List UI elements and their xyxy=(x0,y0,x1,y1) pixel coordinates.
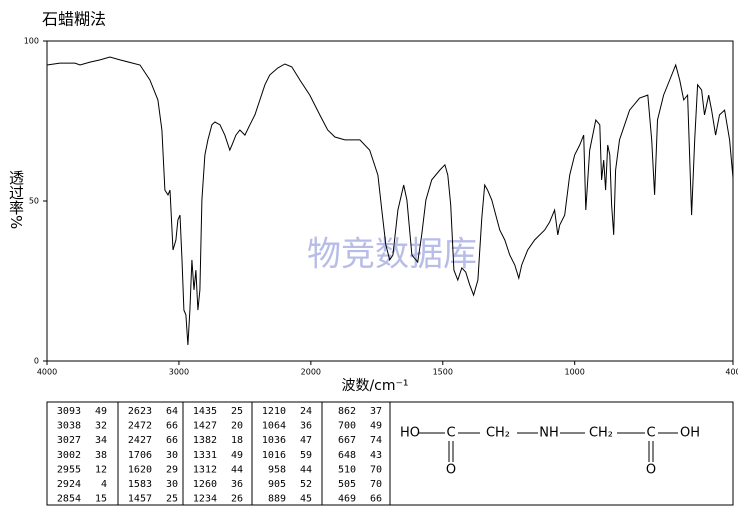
peak-wavenumber: 1210 xyxy=(262,406,286,417)
peak-wavenumber: 3093 xyxy=(57,406,81,417)
peak-transmittance: 47 xyxy=(300,435,312,446)
peak-wavenumber: 2955 xyxy=(57,464,81,475)
peak-transmittance: 26 xyxy=(231,494,243,505)
peak-transmittance: 74 xyxy=(370,435,382,446)
peak-transmittance: 49 xyxy=(231,450,243,461)
peak-wavenumber: 958 xyxy=(268,464,286,475)
x-tick-label: 1500 xyxy=(433,368,453,377)
peak-wavenumber: 510 xyxy=(338,464,356,475)
peak-wavenumber: 1331 xyxy=(193,450,217,461)
peak-wavenumber: 3038 xyxy=(57,421,81,432)
peak-wavenumber: 1016 xyxy=(262,450,286,461)
peak-transmittance: 38 xyxy=(95,450,107,461)
peak-wavenumber: 3027 xyxy=(57,435,81,446)
peak-transmittance: 70 xyxy=(370,464,382,475)
peak-transmittance: 29 xyxy=(166,464,178,475)
atom-label: HO xyxy=(400,426,420,441)
peak-wavenumber: 2924 xyxy=(57,479,81,490)
x-tick-label: 400 xyxy=(725,368,738,377)
peak-transmittance: 15 xyxy=(95,494,107,505)
peak-wavenumber: 3002 xyxy=(57,450,81,461)
peak-wavenumber: 1036 xyxy=(262,435,286,446)
structure-bonds xyxy=(418,432,678,462)
peak-wavenumber: 1382 xyxy=(193,435,217,446)
peak-transmittance: 25 xyxy=(166,494,178,505)
x-tick-label: 3000 xyxy=(169,368,189,377)
peak-transmittance: 45 xyxy=(300,494,312,505)
peak-wavenumber: 2427 xyxy=(128,435,152,446)
peak-transmittance: 43 xyxy=(370,450,382,461)
peak-transmittance: 32 xyxy=(95,421,107,432)
peak-wavenumber: 667 xyxy=(338,435,356,446)
peak-transmittance: 64 xyxy=(166,406,178,417)
atom-label: OH xyxy=(680,426,700,441)
peak-wavenumber: 862 xyxy=(338,406,356,417)
atom-label: C xyxy=(646,426,655,441)
atom-label: C xyxy=(446,426,455,441)
y-tick-label: 0 xyxy=(34,357,39,366)
peak-transmittance: 37 xyxy=(370,406,382,417)
peak-transmittance: 25 xyxy=(231,406,243,417)
peak-wavenumber: 1260 xyxy=(193,479,217,490)
peak-wavenumber: 889 xyxy=(268,494,286,505)
peak-transmittance: 20 xyxy=(231,421,243,432)
peak-transmittance: 59 xyxy=(300,450,312,461)
peak-transmittance: 18 xyxy=(231,435,243,446)
atom-label: O xyxy=(446,463,456,478)
peak-wavenumber: 1620 xyxy=(128,464,152,475)
peak-transmittance: 34 xyxy=(95,435,107,446)
peak-transmittance: 49 xyxy=(95,406,107,417)
peak-transmittance: 24 xyxy=(300,406,312,417)
watermark: 物竞数据库 xyxy=(307,235,477,275)
peak-transmittance: 49 xyxy=(370,421,382,432)
peak-transmittance: 4 xyxy=(101,479,107,490)
atom-label: CH₂ xyxy=(486,426,510,441)
peak-wavenumber: 1706 xyxy=(128,450,152,461)
peak-transmittance: 66 xyxy=(370,494,382,505)
peak-wavenumber: 1427 xyxy=(193,421,217,432)
peak-transmittance: 36 xyxy=(300,421,312,432)
peak-transmittance: 44 xyxy=(231,464,243,475)
peak-transmittance: 30 xyxy=(166,479,178,490)
y-axis-label: 透过率% xyxy=(7,170,25,229)
peak-wavenumber: 648 xyxy=(338,450,356,461)
peak-transmittance: 66 xyxy=(166,435,178,446)
x-axis-label: 波数/cm⁻¹ xyxy=(341,378,408,394)
peak-wavenumber: 1435 xyxy=(193,406,217,417)
peak-wavenumber: 1583 xyxy=(128,479,152,490)
peak-wavenumber: 469 xyxy=(338,494,356,505)
peak-wavenumber: 1312 xyxy=(193,464,217,475)
peak-transmittance: 66 xyxy=(166,421,178,432)
peak-wavenumber: 1234 xyxy=(193,494,217,505)
peak-wavenumber: 1457 xyxy=(128,494,152,505)
peak-transmittance: 44 xyxy=(300,464,312,475)
peak-transmittance: 36 xyxy=(231,479,243,490)
spectrum-line xyxy=(46,56,734,346)
chart-title: 石蜡糊法 xyxy=(42,10,106,29)
atom-label: NH xyxy=(539,426,559,441)
x-tick-label: 2000 xyxy=(301,368,321,377)
peak-wavenumber: 2623 xyxy=(128,406,152,417)
peak-transmittance: 52 xyxy=(300,479,312,490)
x-tick-label: 1000 xyxy=(565,368,585,377)
peak-wavenumber: 905 xyxy=(268,479,286,490)
atom-label: CH₂ xyxy=(589,426,613,441)
peak-wavenumber: 505 xyxy=(338,479,356,490)
peak-wavenumber: 700 xyxy=(338,421,356,432)
peak-transmittance: 70 xyxy=(370,479,382,490)
peak-wavenumber: 2854 xyxy=(57,494,81,505)
peak-wavenumber: 1064 xyxy=(262,421,286,432)
peak-wavenumber: 2472 xyxy=(128,421,152,432)
peak-transmittance: 12 xyxy=(95,464,107,475)
atom-label: O xyxy=(646,463,656,478)
peak-transmittance: 30 xyxy=(166,450,178,461)
y-tick-label: 100 xyxy=(24,37,39,46)
plot-frame xyxy=(46,40,734,362)
y-tick-label: 50 xyxy=(29,197,39,206)
x-tick-label: 4000 xyxy=(37,368,57,377)
